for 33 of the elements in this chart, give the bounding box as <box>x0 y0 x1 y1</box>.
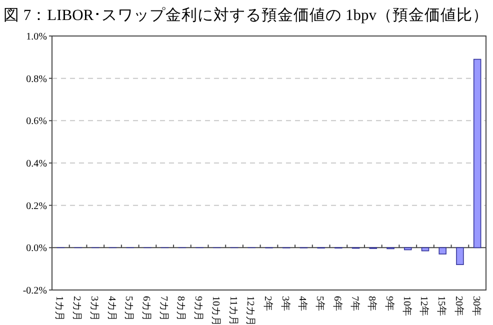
x-tick-label: 7年 <box>348 296 361 311</box>
x-tick-label: 1カ月 <box>54 296 65 321</box>
x-tick-label: 5カ月 <box>123 296 134 321</box>
x-tick-label: 15年 <box>436 296 448 316</box>
y-tick-label: 0.6% <box>26 116 47 128</box>
y-tick-label: 0.8% <box>26 74 47 85</box>
x-tick-label: 9カ月 <box>192 296 204 321</box>
x-tick-label: 12カ月 <box>244 296 256 325</box>
x-tick-label: 20年 <box>452 296 465 316</box>
y-tick-label: 0.0% <box>26 243 47 254</box>
x-tick-label: 2年 <box>262 296 274 311</box>
x-tick-label: 5年 <box>314 296 326 311</box>
x-tick-label: 4カ月 <box>106 296 117 321</box>
x-tick-label: 10年 <box>400 296 413 316</box>
x-tick-label: 2カ月 <box>71 296 82 321</box>
x-tick-label: 3カ月 <box>88 296 100 321</box>
y-tick-label: 0.4% <box>26 158 47 170</box>
x-tick-label: 7カ月 <box>158 296 169 321</box>
x-tick-label: 12年 <box>418 296 430 316</box>
x-tick-label: 4年 <box>296 296 309 311</box>
x-tick-label: 9年 <box>384 296 396 311</box>
y-tick-label: 0.2% <box>26 200 47 212</box>
x-tick-label: 6カ月 <box>140 296 152 321</box>
x-tick-label: 11カ月 <box>227 296 238 325</box>
x-tick-label: 10カ月 <box>210 296 221 325</box>
x-tick-label: 30年 <box>470 296 482 316</box>
x-tick-label: 8年 <box>366 296 378 311</box>
x-tick-label: 8カ月 <box>175 296 186 321</box>
x-tick-label: 3年 <box>279 296 292 311</box>
y-tick-label: -0.2% <box>22 286 47 296</box>
x-tick-label: 6年 <box>331 296 344 311</box>
title: 図 7：LIBOR･スワップ金利に対する預金価値の 1bpv（預金価値比） <box>4 7 488 24</box>
y-tick-label: 1.0% <box>26 32 47 42</box>
